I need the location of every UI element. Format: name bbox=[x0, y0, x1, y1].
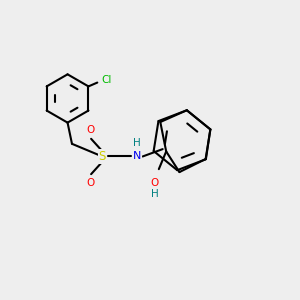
Text: S: S bbox=[99, 150, 106, 163]
Text: H: H bbox=[134, 138, 141, 148]
Text: O: O bbox=[86, 125, 94, 135]
Text: H: H bbox=[151, 189, 158, 199]
Text: N: N bbox=[133, 152, 141, 161]
Text: Cl: Cl bbox=[101, 75, 111, 85]
Text: O: O bbox=[86, 178, 94, 188]
Text: O: O bbox=[150, 178, 158, 188]
